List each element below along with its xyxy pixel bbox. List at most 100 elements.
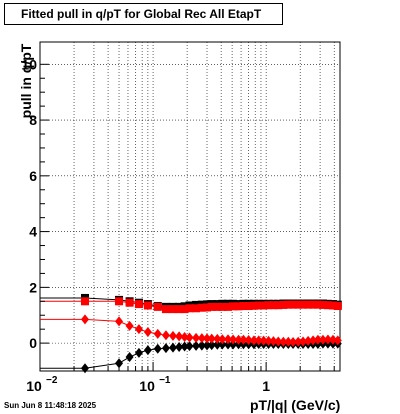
data-point-diamond <box>175 331 184 342</box>
data-point-diamond <box>185 332 194 343</box>
data-point-diamond <box>153 343 162 354</box>
data-point-diamond <box>203 340 212 351</box>
data-point-diamond <box>234 334 243 345</box>
data-point-diamond <box>299 336 308 347</box>
data-point-diamond <box>192 332 201 343</box>
data-point-square <box>175 305 184 314</box>
data-point-square <box>274 301 283 310</box>
data-point-diamond <box>318 334 327 345</box>
data-point-diamond <box>161 330 170 341</box>
data-point-square <box>323 301 332 310</box>
data-point-square <box>180 305 189 314</box>
data-point-square <box>279 300 288 309</box>
data-point-diamond <box>328 334 337 345</box>
data-point-square <box>161 305 170 314</box>
data-point-square <box>134 300 143 309</box>
data-point-diamond <box>134 347 143 358</box>
data-point-diamond <box>249 335 258 346</box>
data-point-square <box>264 301 273 310</box>
x-tick-label: 1 <box>262 378 270 394</box>
data-point-diamond <box>294 336 303 347</box>
data-point-square <box>229 302 238 311</box>
data-point-diamond <box>175 342 184 353</box>
data-point-diamond <box>180 341 189 352</box>
y-tick-label: 8 <box>29 112 37 128</box>
grid <box>40 42 340 371</box>
data-point-diamond <box>207 333 216 344</box>
y-tick-label: 0 <box>29 335 37 351</box>
data-point-square <box>224 302 233 311</box>
data-point-diamond <box>168 342 177 353</box>
x-tick-exponent: −1 <box>159 375 171 386</box>
data-point-diamond <box>274 336 283 347</box>
data-point-square <box>294 300 303 309</box>
data-point-diamond <box>115 358 124 369</box>
data-point-square <box>304 300 313 309</box>
data-point-square <box>328 301 337 310</box>
bin-connector <box>84 297 120 301</box>
data-point-diamond <box>115 316 124 327</box>
data-point-diamond <box>313 334 322 345</box>
x-tick-label: 10 <box>139 378 155 394</box>
data-point-square <box>203 303 212 312</box>
data-point-diamond <box>264 335 273 346</box>
data-point-diamond <box>168 330 177 341</box>
data-point-diamond <box>244 335 253 346</box>
data-point-diamond <box>80 363 89 374</box>
chart-title: Fitted pull in q/pT for Global Rec All E… <box>4 3 283 25</box>
axes: 0 2 4 6 8 10 10 −2 10 −1 1 <box>21 56 335 394</box>
data-point-diamond <box>180 331 189 342</box>
data-point-square <box>213 302 222 311</box>
data-point-square <box>244 302 253 311</box>
data-point-diamond <box>229 334 238 345</box>
data-point-diamond <box>207 340 216 351</box>
data-point-square <box>318 300 327 309</box>
data-point-square <box>115 297 124 306</box>
data-point-diamond <box>333 335 342 346</box>
data-point-square <box>218 302 227 311</box>
data-point-diamond <box>203 333 212 344</box>
data-point-diamond <box>224 339 233 350</box>
data-point-diamond <box>153 328 162 339</box>
data-point-diamond <box>254 335 263 346</box>
data-point-diamond <box>213 339 222 350</box>
bin-connector <box>84 362 120 369</box>
data-point-square <box>207 302 216 311</box>
data-point-diamond <box>197 333 206 344</box>
data-point-square <box>259 301 268 310</box>
data-point-diamond <box>259 335 268 346</box>
data-point-square <box>309 300 318 309</box>
data-point-square <box>153 302 162 311</box>
y-tick-label: 10 <box>21 56 37 72</box>
data-points <box>80 293 342 374</box>
data-point-diamond <box>125 320 134 331</box>
data-point-square <box>289 300 298 309</box>
data-point-diamond <box>279 336 288 347</box>
data-point-square <box>168 305 177 314</box>
x-tick-exponent: −2 <box>46 375 58 386</box>
data-point-square <box>249 301 258 310</box>
data-point-diamond <box>218 334 227 345</box>
data-point-square <box>80 297 89 306</box>
data-point-square <box>239 302 248 311</box>
x-axis-label: pT/|q| (GeV/c) <box>250 397 341 413</box>
data-point-diamond <box>134 324 143 335</box>
bin-connector <box>84 318 120 322</box>
data-point-square <box>234 302 243 311</box>
data-point-square <box>185 304 194 313</box>
timestamp: Sun Jun 8 11:48:18 2025 <box>4 401 97 410</box>
data-point-diamond <box>239 334 248 345</box>
data-point-square <box>313 300 322 309</box>
data-point-square <box>197 303 206 312</box>
plot-frame <box>39 41 341 372</box>
data-point-diamond <box>218 339 227 350</box>
data-point-diamond <box>80 314 89 325</box>
data-point-diamond <box>229 339 238 350</box>
y-axis-label: pull in q/pT <box>18 43 34 119</box>
data-point-diamond <box>304 335 313 346</box>
data-point-diamond <box>284 336 293 347</box>
data-point-square <box>254 301 263 310</box>
data-point-diamond <box>269 336 278 347</box>
data-point-diamond <box>161 343 170 354</box>
